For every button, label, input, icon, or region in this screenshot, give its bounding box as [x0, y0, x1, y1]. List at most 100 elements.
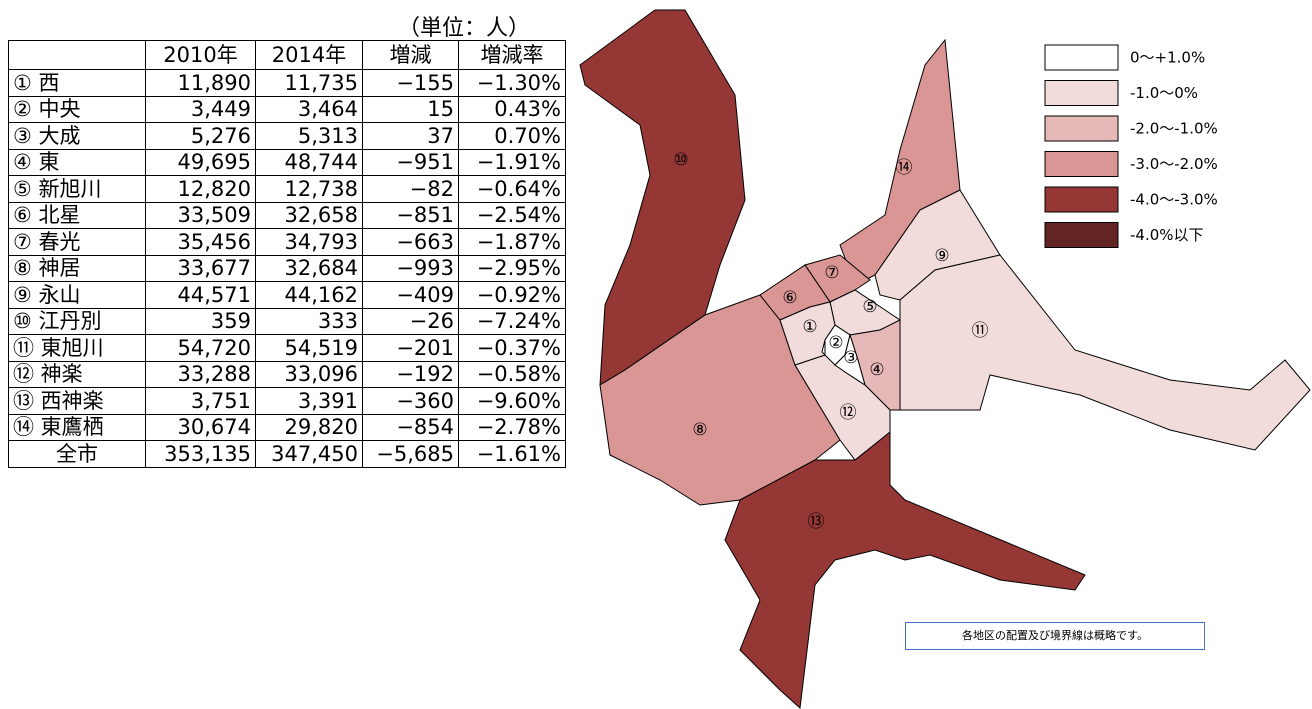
table-cell: 48,744 — [255, 148, 363, 176]
table-cell: −1.61% — [458, 440, 566, 468]
table-cell: −2.54% — [458, 201, 566, 229]
table-row: ④ 東 49,695 48,744 −951 −1.91% — [8, 148, 566, 176]
table-cell: 増減率 — [458, 40, 566, 70]
table-cell: 2010年 — [145, 40, 256, 70]
table-cell: ① 西 — [8, 69, 146, 97]
note: 各地区の配置及び境界線は概略です。 — [905, 622, 1205, 650]
district-label: ⑩ — [673, 150, 688, 170]
table-cell: −993 — [362, 254, 459, 282]
table-cell: 35,456 — [145, 228, 256, 256]
table-cell: ⑧ 神居 — [8, 254, 146, 282]
table-cell: 3,751 — [145, 387, 256, 415]
table-cell: 347,450 — [255, 440, 363, 468]
table-cell: −0.64% — [458, 175, 566, 203]
table-row: 2010年 2014年 増減 増減率 — [8, 40, 566, 70]
table-cell: ⑬ 西神楽 — [8, 387, 146, 415]
district-label: ⑭ — [896, 158, 913, 178]
table-cell: 3,449 — [145, 95, 256, 123]
legend-swatch — [1044, 186, 1119, 213]
table-cell: 33,509 — [145, 201, 256, 229]
table-cell: −0.92% — [458, 281, 566, 309]
legend-label: -3.0〜-2.0% — [1130, 155, 1218, 173]
district-label: ② — [828, 333, 843, 353]
table-cell: −9.60% — [458, 387, 566, 415]
table-cell: 3,464 — [255, 95, 363, 123]
table-cell — [8, 40, 146, 70]
table-cell: 増減 — [362, 40, 459, 70]
table-cell: −951 — [362, 148, 459, 176]
table-cell: 44,571 — [145, 281, 256, 309]
district-label: ① — [802, 317, 817, 337]
legend-swatch — [1044, 44, 1119, 71]
population-table: 2010年 2014年 増減 増減率 ① 西 11,890 11,735 −155 −1.30%… — [8, 40, 566, 468]
table-cell: 11,890 — [145, 69, 256, 97]
district-13 — [724, 430, 1086, 709]
table-row: ① 西 11,890 11,735 −155 −1.30% — [8, 69, 566, 97]
table-cell: 12,820 — [145, 175, 256, 203]
table-cell: 3,391 — [255, 387, 363, 415]
table-cell: 全市 — [8, 440, 146, 468]
legend-label: -4.0〜-3.0% — [1130, 191, 1218, 209]
table-cell: 30,674 — [145, 413, 256, 441]
district-label: ③ — [843, 348, 858, 368]
table-cell: 2014年 — [255, 40, 363, 70]
table-cell: ⑫ 神楽 — [8, 360, 146, 388]
table-cell: −201 — [362, 334, 459, 362]
table-cell: −155 — [362, 69, 459, 97]
district-label: ⑤ — [862, 297, 877, 317]
table-cell: ⑥ 北星 — [8, 201, 146, 229]
district-label: ⑪ — [972, 321, 989, 341]
table-cell: 5,313 — [255, 122, 363, 150]
unit-label: （単位：人） — [398, 16, 531, 41]
table-cell: 32,658 — [255, 201, 363, 229]
table-cell: 34,793 — [255, 228, 363, 256]
table-row: ⑦ 春光 35,456 34,793 −663 −1.87% — [8, 228, 566, 256]
table-cell: 15 — [362, 95, 459, 123]
table-cell: ⑭ 東鷹栖 — [8, 413, 146, 441]
legend-label: 0〜+1.0% — [1130, 49, 1205, 67]
table-row: ⑭ 東鷹栖 30,674 29,820 −854 −2.78% — [8, 413, 566, 441]
district-label: ⑫ — [840, 403, 857, 423]
table-cell: −82 — [362, 175, 459, 203]
table-cell: −1.30% — [458, 69, 566, 97]
table-cell: −2.95% — [458, 254, 566, 282]
table-cell: ⑦ 春光 — [8, 228, 146, 256]
table-cell: 37 — [362, 122, 459, 150]
legend-swatch — [1044, 80, 1119, 106]
legend-swatch — [1044, 222, 1119, 248]
table-cell: ④ 東 — [8, 148, 146, 176]
table-cell: −1.91% — [458, 148, 566, 176]
table-cell: 0.70% — [458, 122, 566, 150]
table-cell: −0.58% — [458, 360, 566, 388]
table-cell: 49,695 — [145, 148, 256, 176]
table-row: ⑧ 神居 33,677 32,684 −993 −2.95% — [8, 254, 566, 282]
table-cell: −360 — [362, 387, 459, 415]
table-cell: 54,519 — [255, 334, 363, 362]
table-row: ⑥ 北星 33,509 32,658 −851 −2.54% — [8, 201, 566, 229]
table-row: ② 中央 3,449 3,464 15 0.43% — [8, 95, 566, 123]
table-cell: 0.43% — [458, 95, 566, 123]
district-11 — [899, 254, 1311, 451]
table-cell: 32,684 — [255, 254, 363, 282]
district-label: ⑥ — [782, 288, 797, 308]
district-label: ⑦ — [824, 263, 839, 283]
legend-label: -2.0〜-1.0% — [1130, 120, 1218, 138]
table-row: ⑬ 西神楽 3,751 3,391 −360 −9.60% — [8, 387, 566, 415]
table-cell: ③ 大成 — [8, 122, 146, 150]
table-cell: −854 — [362, 413, 459, 441]
table-cell: ⑤ 新旭川 — [8, 175, 146, 203]
table-cell: 44,162 — [255, 281, 363, 309]
table-row: ⑨ 永山 44,571 44,162 −409 −0.92% — [8, 281, 566, 309]
district-label: ⑬ — [808, 512, 825, 532]
table-row: 全市 353,135 347,450 −5,685 −1.61% — [8, 440, 566, 468]
table-cell: −851 — [362, 201, 459, 229]
table-row: ⑫ 神楽 33,288 33,096 −192 −0.58% — [8, 360, 566, 388]
table-row: ⑤ 新旭川 12,820 12,738 −82 −0.64% — [8, 175, 566, 203]
table-cell: −192 — [362, 360, 459, 388]
table-cell: −7.24% — [458, 307, 566, 335]
table-row: ③ 大成 5,276 5,313 37 0.70% — [8, 122, 566, 150]
district-label: ⑧ — [692, 420, 707, 440]
table-cell: ② 中央 — [8, 95, 146, 123]
table-cell: −663 — [362, 228, 459, 256]
